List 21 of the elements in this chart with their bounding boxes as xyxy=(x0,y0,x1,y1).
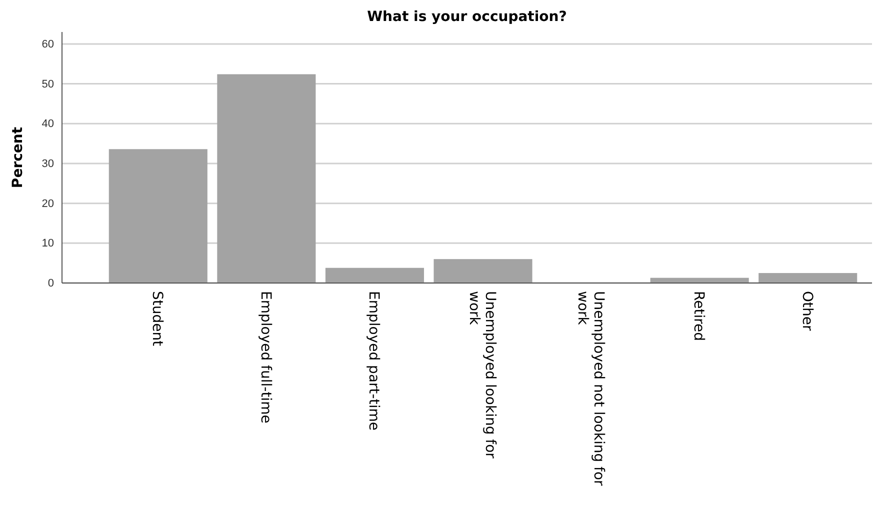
bar xyxy=(434,259,532,283)
y-tick-label: 10 xyxy=(42,238,54,250)
x-tick-label: Other xyxy=(798,291,815,331)
x-tick-label: Unemployed looking for work xyxy=(466,291,498,459)
chart-title: What is your occupation? xyxy=(367,9,567,25)
y-tick-label: 30 xyxy=(42,158,54,170)
y-tick-label: 40 xyxy=(42,118,54,130)
x-tick-label: Employed full-time xyxy=(257,291,274,424)
x-tick-label: Unemployed not looking for work xyxy=(574,291,606,486)
y-tick-label: 0 xyxy=(48,278,54,290)
y-tick-label: 20 xyxy=(42,198,54,210)
bar xyxy=(217,74,316,283)
y-axis-title: Percent xyxy=(10,126,26,188)
bar xyxy=(325,268,424,283)
bar xyxy=(758,273,858,283)
bar xyxy=(108,149,208,283)
y-tick-label: 60 xyxy=(42,38,54,50)
x-tick-label: Retired xyxy=(690,291,707,342)
x-tick-label: Employed part-time xyxy=(366,291,382,430)
x-tick-label: Student xyxy=(149,291,166,347)
y-tick-label: 50 xyxy=(42,78,54,90)
